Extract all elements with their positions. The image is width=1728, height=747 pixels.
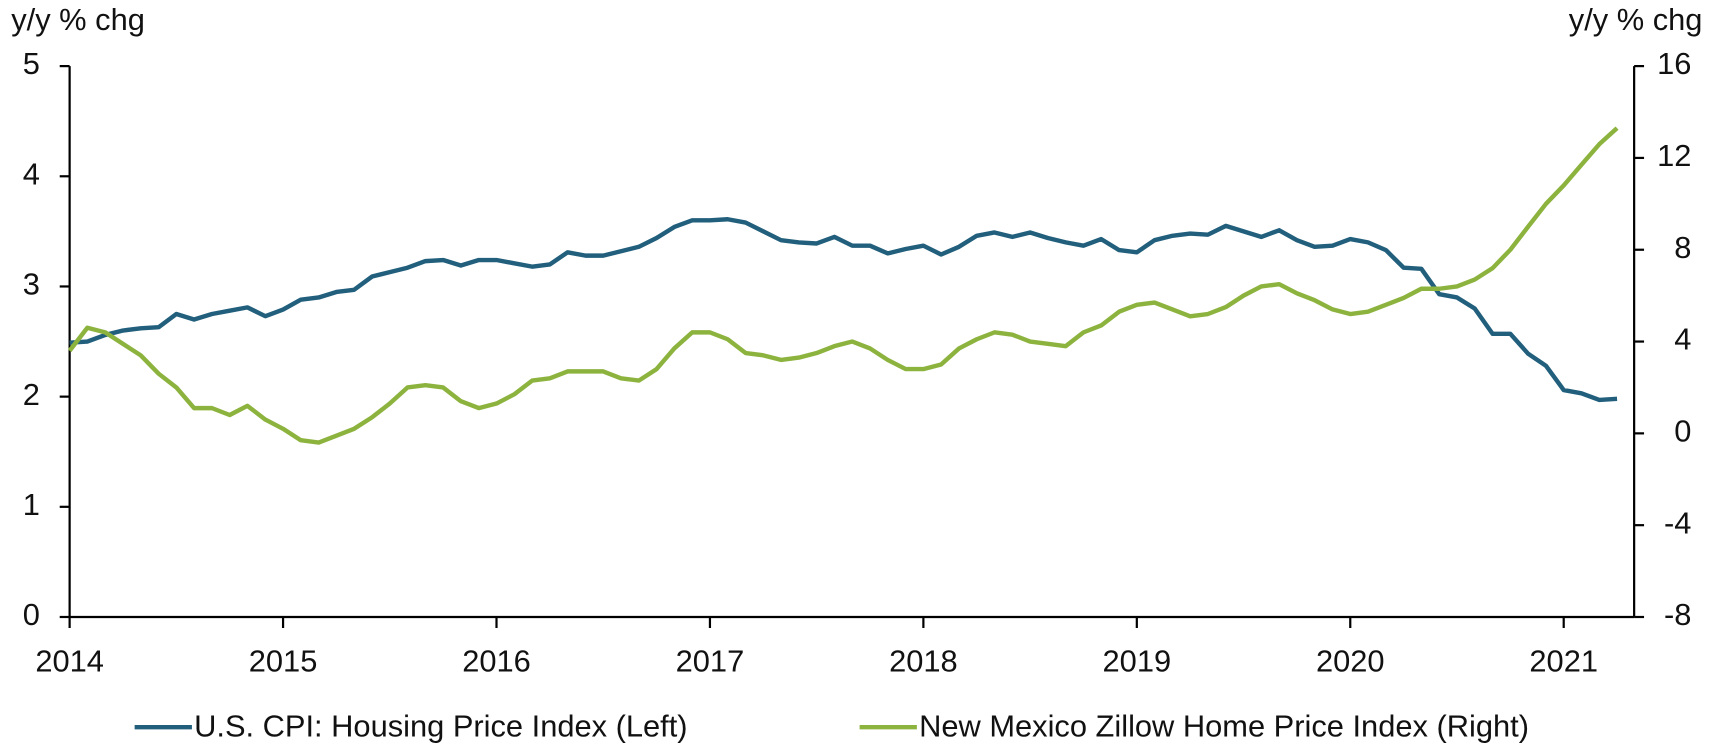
- legend-label: U.S. CPI: Housing Price Index (Left): [194, 708, 687, 743]
- y-tick-label: 3: [23, 267, 40, 302]
- y-tick-label: 0: [23, 597, 40, 632]
- x-tick-label: 2019: [1103, 643, 1172, 678]
- y2-tick-label: 4: [1674, 322, 1691, 357]
- y2-tick-label: 0: [1674, 414, 1691, 449]
- legend-label: New Mexico Zillow Home Price Index (Righ…: [919, 708, 1529, 743]
- x-tick-label: 2016: [462, 643, 531, 678]
- y-tick-label: 4: [23, 156, 40, 191]
- x-tick-label: 2017: [676, 643, 745, 678]
- y-tick-label: 2: [23, 377, 40, 412]
- y-tick-label: 1: [23, 487, 40, 522]
- x-tick-label: 2020: [1316, 643, 1385, 678]
- y2-tick-label: 8: [1674, 230, 1691, 265]
- y2-tick-label: -8: [1664, 597, 1691, 632]
- x-tick-label: 2018: [889, 643, 958, 678]
- y2-tick-label: 12: [1657, 138, 1691, 173]
- x-tick-label: 2021: [1529, 643, 1598, 678]
- x-tick-label: 2014: [35, 643, 104, 678]
- x-tick-label: 2015: [249, 643, 318, 678]
- series-line: [67, 126, 1619, 445]
- y2-axis-title: y/y % chg: [1569, 2, 1703, 37]
- y-axis-title: y/y % chg: [11, 2, 145, 37]
- y2-tick-label: -4: [1664, 505, 1691, 540]
- series-line: [69, 217, 1618, 403]
- y2-tick-label: 16: [1657, 46, 1691, 81]
- y-tick-label: 5: [23, 46, 40, 81]
